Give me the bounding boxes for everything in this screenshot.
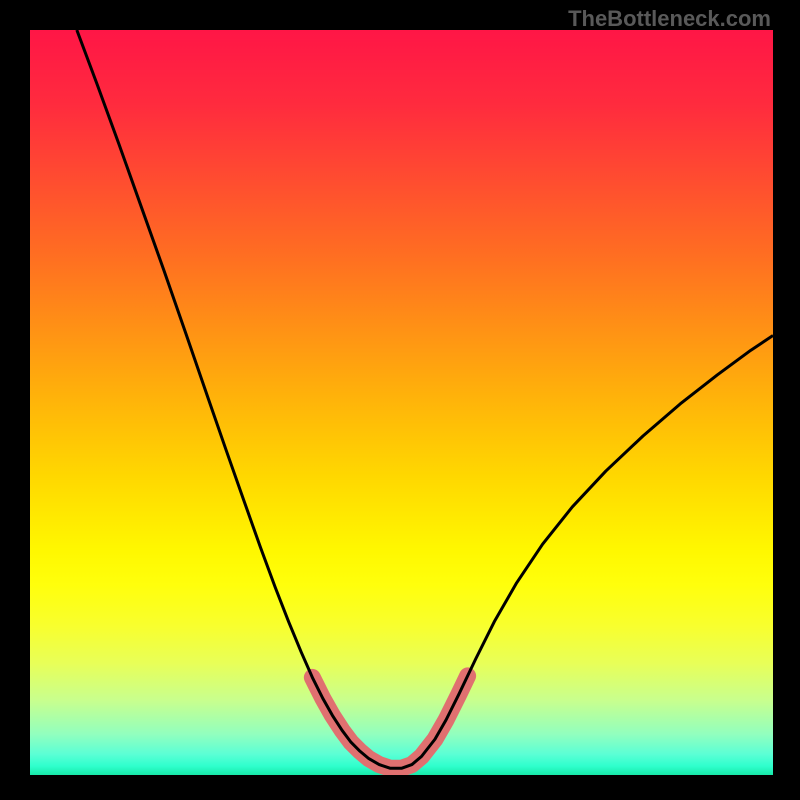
chart-svg: [30, 30, 773, 775]
gradient-background: [30, 30, 773, 775]
chart-frame: TheBottleneck.com: [0, 0, 800, 800]
plot-area: [30, 30, 773, 775]
watermark-text: TheBottleneck.com: [568, 6, 771, 32]
